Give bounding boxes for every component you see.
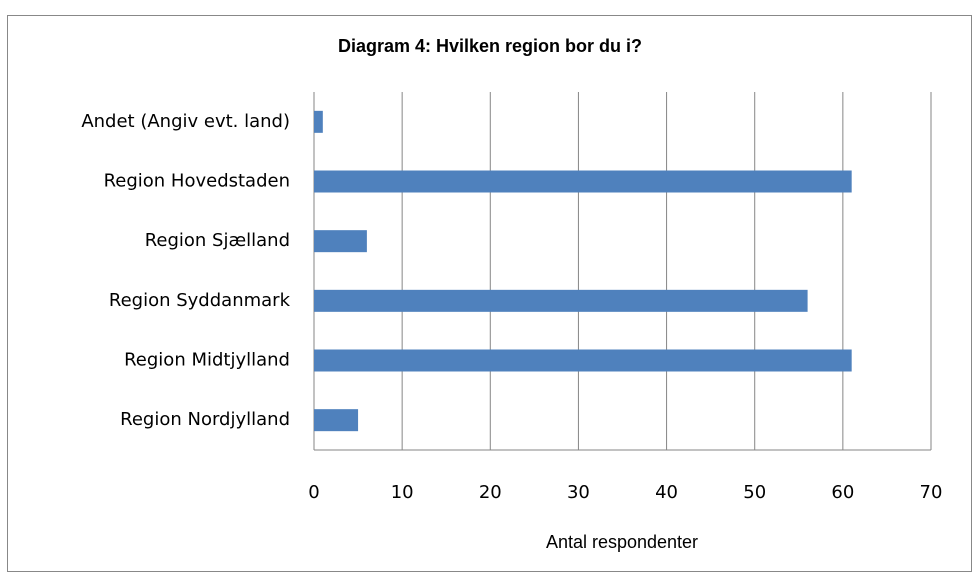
x-axis-title: Antal respondenter bbox=[546, 532, 698, 552]
y-tick-label: Region Syddanmark bbox=[109, 290, 291, 311]
x-tick-label: 20 bbox=[479, 482, 502, 503]
bar bbox=[314, 289, 808, 312]
x-tick-label: 40 bbox=[655, 482, 678, 503]
bar bbox=[314, 170, 852, 193]
x-tick-label: 70 bbox=[920, 482, 943, 503]
y-tick-label: Region Midtjylland bbox=[124, 350, 290, 371]
x-tick-label: 60 bbox=[831, 482, 854, 503]
x-tick-label: 0 bbox=[308, 482, 319, 503]
bar bbox=[314, 409, 359, 432]
chart-title: Diagram 4: Hvilken region bor du i? bbox=[338, 36, 642, 56]
bar bbox=[314, 230, 367, 253]
y-tick-label: Region Nordjylland bbox=[120, 409, 290, 430]
y-tick-label: Region Hovedstaden bbox=[104, 171, 290, 192]
y-tick-label: Region Sjælland bbox=[145, 230, 290, 251]
x-tick-label: 10 bbox=[391, 482, 414, 503]
x-tick-label: 30 bbox=[567, 482, 590, 503]
bar bbox=[314, 110, 323, 133]
y-tick-label: Andet (Angiv evt. land) bbox=[81, 111, 290, 132]
bar bbox=[314, 349, 852, 372]
x-tick-label: 50 bbox=[743, 482, 766, 503]
